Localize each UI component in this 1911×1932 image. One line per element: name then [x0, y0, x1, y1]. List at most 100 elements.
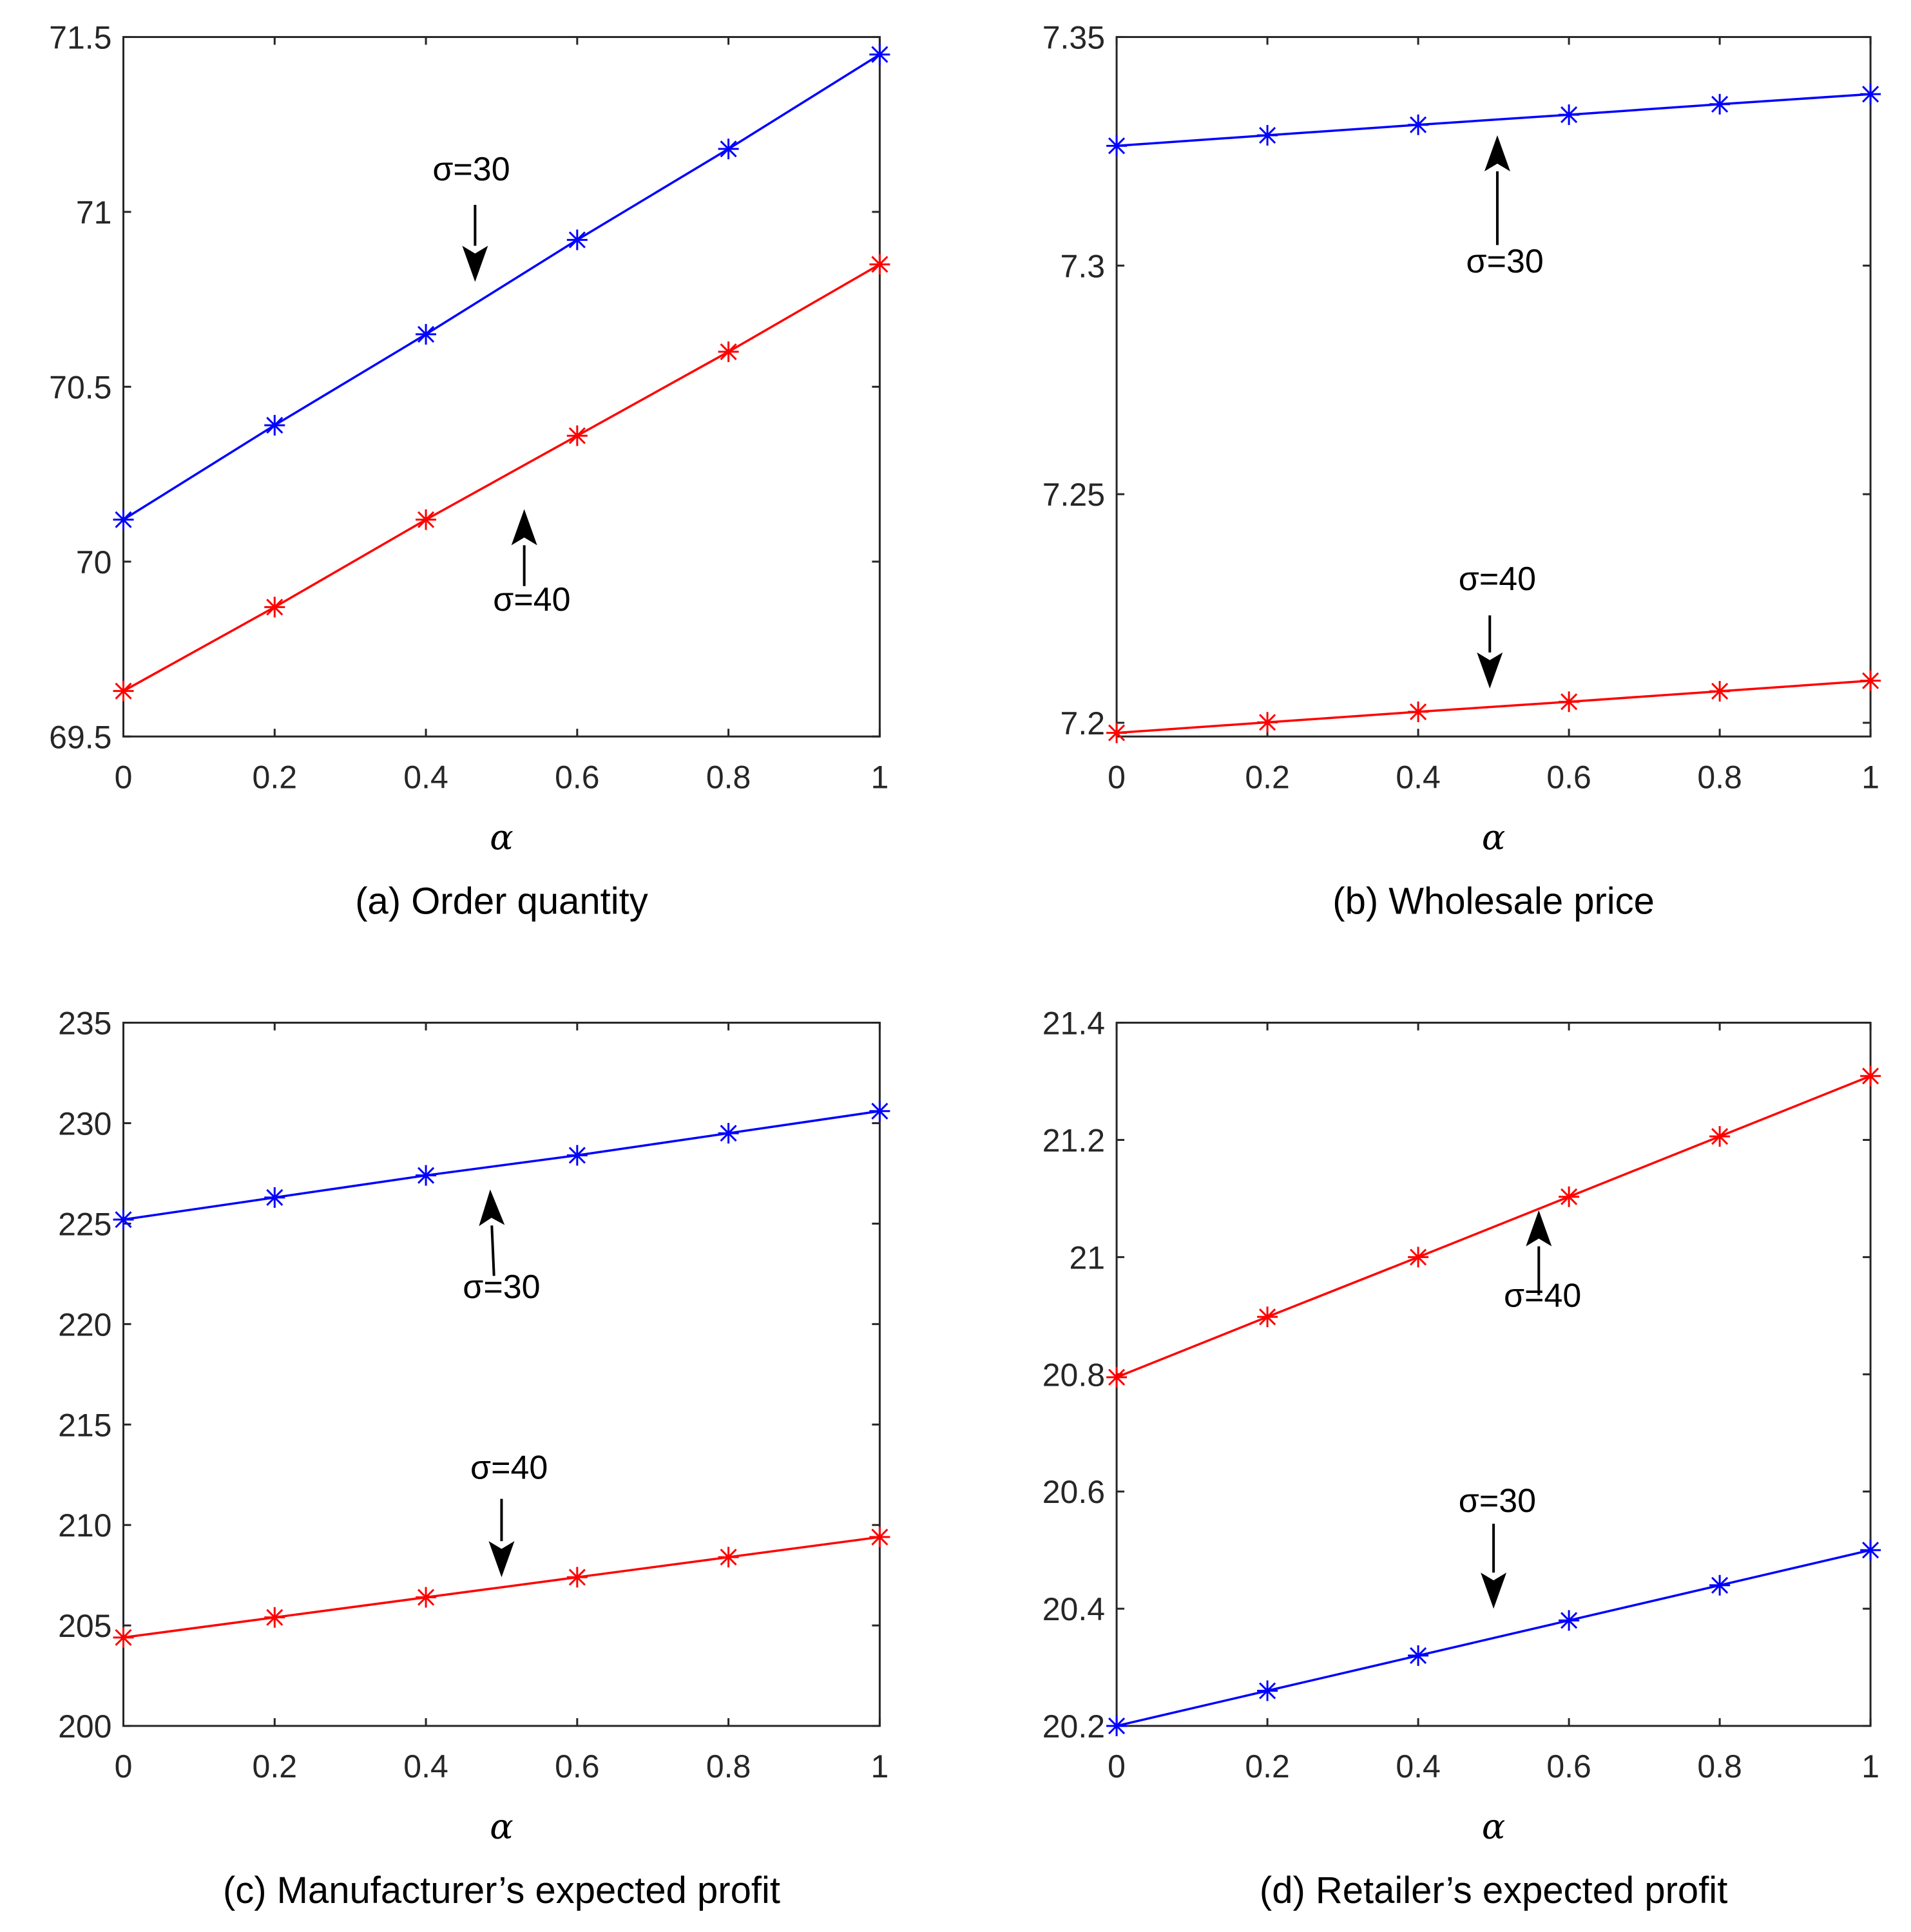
data-point-marker: [718, 1547, 739, 1568]
y-tick-label: 71: [76, 195, 112, 231]
series-line-sigma-30: [1116, 1549, 1871, 1727]
panel-caption: (c) Manufacturer’s expected profit: [223, 1870, 780, 1911]
chart-panel-d: 0 0.2 0.4 0.6 0.8 1 20.2 20.4 20.6 20.8 21 21.2 21.4…: [1042, 1006, 1881, 1911]
x-tick-label: 1: [1861, 1748, 1879, 1784]
data-point-marker: [113, 509, 134, 530]
data-point-marker: [264, 1187, 285, 1208]
plot-frame: [122, 1022, 881, 1727]
y-tick-label: 21.2: [1042, 1122, 1105, 1158]
data-point-marker: [1559, 104, 1580, 126]
x-axis-label: α: [1482, 1806, 1505, 1847]
data-point-marker: [869, 44, 890, 65]
data-point-marker: [1106, 722, 1128, 743]
x-tick-label: 0.8: [706, 1748, 751, 1784]
data-point-marker: [264, 597, 285, 618]
data-point-marker: [1106, 135, 1128, 157]
y-tick-label: 215: [58, 1407, 111, 1443]
data-point-marker: [1408, 1645, 1429, 1666]
x-tick-label: 1: [1861, 759, 1879, 795]
y-tick-label: 70.5: [49, 369, 111, 405]
annotation-label: σ=40: [1504, 1277, 1581, 1315]
data-point-marker: [113, 680, 134, 702]
y-tick-label: 21: [1069, 1239, 1105, 1276]
series-line-sigma-40: [122, 263, 881, 693]
annotation-arrow: [1477, 615, 1503, 689]
data-point-marker: [1709, 1574, 1731, 1596]
series-line-sigma-40: [1116, 679, 1871, 734]
x-tick-label: 0.6: [555, 759, 600, 795]
data-point-marker: [1257, 1680, 1278, 1701]
data-point-marker: [1709, 680, 1731, 702]
data-point-marker: [264, 415, 285, 436]
x-tick-label: 0.4: [1396, 759, 1441, 795]
annotation-arrow: [488, 1498, 515, 1578]
panel-caption: (b) Wholesale price: [1332, 880, 1655, 922]
data-point-marker: [416, 1587, 437, 1608]
chart-panel-b: 0 0.2 0.4 0.6 0.8 1 7.2 7.25 7.3 7.35 α (b) Wholesa…: [1042, 19, 1881, 922]
series-line-sigma-40: [123, 1536, 880, 1639]
x-tick-label: 0: [1108, 1748, 1126, 1784]
y-tick-label: 205: [58, 1608, 111, 1644]
data-point-marker: [1559, 691, 1580, 713]
chart-panel-a: 0 0.2 0.4 0.6 0.8 1 69.5 70 70.5 71 71.5 α (a) Order…: [49, 19, 890, 922]
annotation-arrow: [1526, 1210, 1552, 1296]
x-tick-label: 0.6: [1546, 1748, 1591, 1784]
plot-frame: [122, 35, 881, 738]
series-line-sigma-30: [1116, 93, 1871, 148]
data-point-marker: [416, 509, 437, 530]
data-point-marker: [416, 323, 437, 345]
x-tick-label: 1: [870, 759, 888, 795]
y-tick-label: 225: [58, 1206, 111, 1242]
y-tick-label: 7.2: [1061, 705, 1106, 741]
annotation-arrow: [1481, 1524, 1507, 1609]
panel-caption: (d) Retailer’s expected profit: [1260, 1870, 1727, 1911]
x-tick-label: 0.6: [555, 1748, 600, 1784]
y-tick-label: 220: [58, 1306, 111, 1343]
data-point-marker: [113, 1209, 134, 1230]
y-tick-label: 21.4: [1042, 1006, 1105, 1042]
annotation-label: σ=30: [1459, 1482, 1536, 1520]
annotation-arrow: [511, 509, 537, 586]
y-tick-label: 70: [76, 544, 112, 580]
data-point-marker: [1257, 712, 1278, 733]
series-line-sigma-40: [1116, 1075, 1871, 1379]
annotation-arrow: [462, 205, 488, 282]
x-tick-label: 0.8: [706, 759, 751, 795]
x-tick-label: 1: [870, 1748, 888, 1784]
data-point-marker: [1709, 1126, 1731, 1147]
annotation-label: σ=40: [1459, 560, 1536, 598]
data-point-marker: [1860, 1540, 1881, 1561]
x-tick-label: 0: [115, 1748, 133, 1784]
x-tick-label: 0.4: [1396, 1748, 1441, 1784]
data-point-marker: [869, 1100, 890, 1122]
chart-panel-c: 0 0.2 0.4 0.6 0.8 1 200 205 210 215 220 225 230 235 α (…: [58, 1006, 890, 1911]
annotation-label: σ=30: [432, 151, 510, 188]
data-point-marker: [1408, 701, 1429, 722]
data-point-marker: [1408, 1247, 1429, 1268]
y-tick-label: 71.5: [49, 19, 111, 55]
y-tick-label: 200: [58, 1708, 111, 1745]
plot-frame: [1115, 35, 1872, 738]
data-point-marker: [566, 425, 588, 446]
data-point-marker: [566, 229, 588, 251]
x-tick-label: 0: [115, 759, 133, 795]
panel-caption: (a) Order quantity: [355, 880, 648, 922]
data-point-marker: [718, 341, 739, 363]
y-tick-label: 20.6: [1042, 1474, 1105, 1510]
y-tick-label: 210: [58, 1507, 111, 1544]
data-point-marker: [718, 139, 739, 160]
y-tick-label: 69.5: [49, 719, 111, 755]
data-point-marker: [1559, 1610, 1580, 1631]
data-point-marker: [264, 1607, 285, 1628]
x-axis-label: α: [490, 817, 513, 857]
data-point-marker: [1709, 93, 1731, 115]
data-point-marker: [1106, 1716, 1128, 1737]
annotation-label: σ=40: [470, 1449, 548, 1486]
y-tick-label: 7.35: [1042, 19, 1105, 55]
annotation-arrow: [1484, 135, 1510, 245]
x-tick-label: 0.4: [403, 1748, 448, 1784]
data-point-marker: [566, 1567, 588, 1588]
data-point-marker: [113, 1627, 134, 1648]
x-tick-label: 0.2: [253, 1748, 298, 1784]
data-point-marker: [1408, 114, 1429, 135]
